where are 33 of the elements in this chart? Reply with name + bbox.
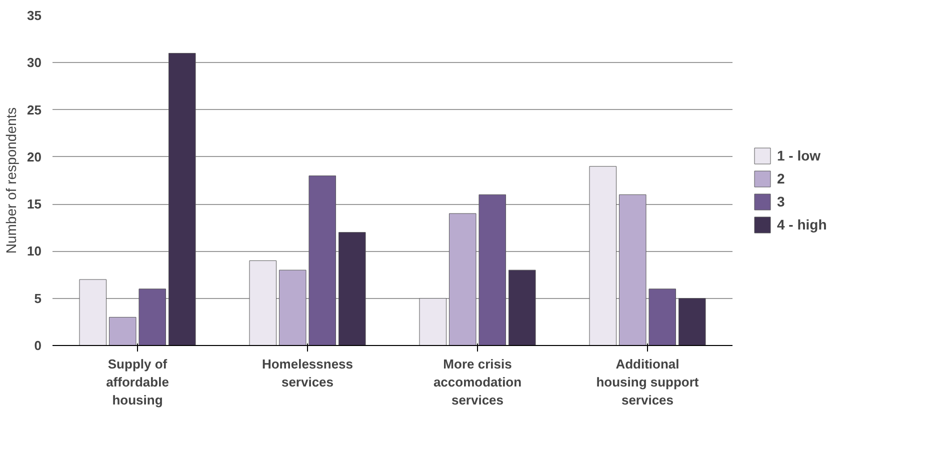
bar: [448, 213, 476, 346]
x-tick-label: Supply of affordable housing: [106, 356, 169, 408]
bar: [508, 270, 536, 346]
y-tick-label: 30: [27, 55, 42, 70]
bar: [419, 298, 447, 346]
y-tick-label: 25: [27, 102, 42, 118]
bar: [338, 232, 366, 346]
legend-label: 3: [777, 194, 786, 210]
y-tick-label: 35: [27, 8, 42, 23]
bar: [308, 176, 336, 346]
bar: [678, 298, 706, 346]
bar: [618, 194, 646, 346]
y-tick-label: 20: [27, 149, 42, 164]
bar: [278, 270, 306, 346]
bar: [249, 260, 277, 346]
bar: [79, 279, 107, 346]
x-tick-label: Additional housing support services: [596, 356, 700, 408]
y-axis-title: Number of respondents: [3, 107, 20, 254]
bar: [168, 52, 196, 346]
bar: [108, 316, 136, 346]
legend-label: 2: [777, 170, 786, 186]
y-tick-label: 0: [34, 338, 42, 353]
y-tick-label: 5: [34, 290, 42, 306]
bar: [589, 166, 617, 346]
legend-label: 1 - low: [777, 148, 821, 164]
legend-label: 4 - high: [777, 216, 827, 232]
bar: [648, 288, 676, 346]
x-tick-label: Homelessness services: [262, 356, 354, 390]
bar: [478, 194, 506, 346]
x-tick-label: More crisis accomodation services: [433, 356, 522, 408]
y-tick-label: 10: [27, 244, 42, 259]
bar: [138, 288, 166, 346]
y-tick-label: 15: [27, 196, 42, 212]
